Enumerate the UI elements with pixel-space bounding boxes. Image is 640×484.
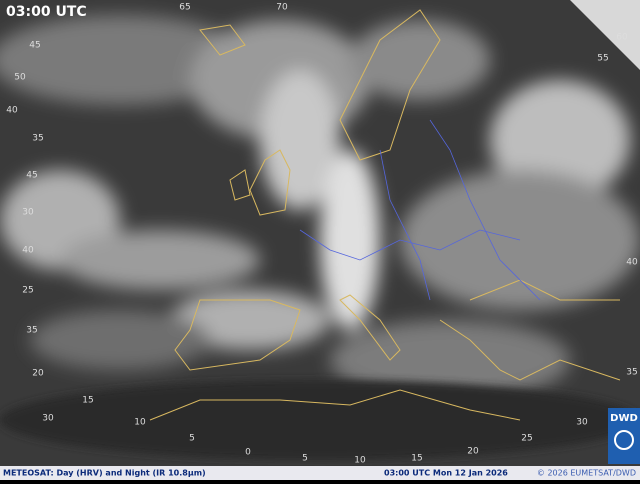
logo-box xyxy=(608,408,640,464)
graticule-label: 30 xyxy=(42,414,54,424)
logo-icon xyxy=(614,430,634,450)
graticule-label: 35 xyxy=(626,368,637,378)
graticule-label: 45 xyxy=(29,41,40,51)
graticule-label: 10 xyxy=(134,418,146,428)
graticule-label: 60 xyxy=(616,33,628,43)
graticule-label: 40 xyxy=(22,246,34,256)
logo-text: DWD xyxy=(610,413,638,424)
graticule-label: 20 xyxy=(32,369,44,379)
graticule-label: 55 xyxy=(597,54,608,64)
graticule-label: 20 xyxy=(467,447,479,457)
graticule-label: 5 xyxy=(189,434,195,444)
graticule-label: 30 xyxy=(576,418,588,428)
graticule-label: 10 xyxy=(354,456,366,466)
graticule-label: 40 xyxy=(626,258,638,268)
footer-bar xyxy=(0,466,640,480)
footer-source: METEOSAT: Day (HRV) and Night (IR 10.8µm… xyxy=(3,469,206,478)
graticule-label: 15 xyxy=(411,454,422,464)
graticule-label: 35 xyxy=(32,134,43,144)
clouds xyxy=(0,15,640,400)
off-disk xyxy=(570,0,640,70)
land-dark xyxy=(0,380,640,460)
graticule-label: 40 xyxy=(6,106,18,116)
graticule-label: 45 xyxy=(26,171,37,181)
graticule-label: 65 xyxy=(179,3,190,13)
footer-copyright: © 2026 EUMETSAT/DWD xyxy=(537,469,636,478)
graticule-label: 25 xyxy=(521,434,532,444)
graticule-label: 35 xyxy=(26,326,37,336)
graticule-label: 15 xyxy=(82,396,93,406)
graticule-label: 70 xyxy=(276,3,288,13)
graticule-label: 30 xyxy=(22,208,34,218)
graticule-label: 5 xyxy=(302,454,308,464)
coastlines xyxy=(149,9,621,421)
graticule-label: 0 xyxy=(245,448,251,458)
graticule-label: 50 xyxy=(14,73,26,83)
time-label: 03:00 UTC xyxy=(6,4,87,20)
borders xyxy=(299,119,541,301)
graticule-label: 25 xyxy=(22,286,33,296)
footer-timestamp: 03:00 UTC Mon 12 Jan 2026 xyxy=(384,469,508,478)
